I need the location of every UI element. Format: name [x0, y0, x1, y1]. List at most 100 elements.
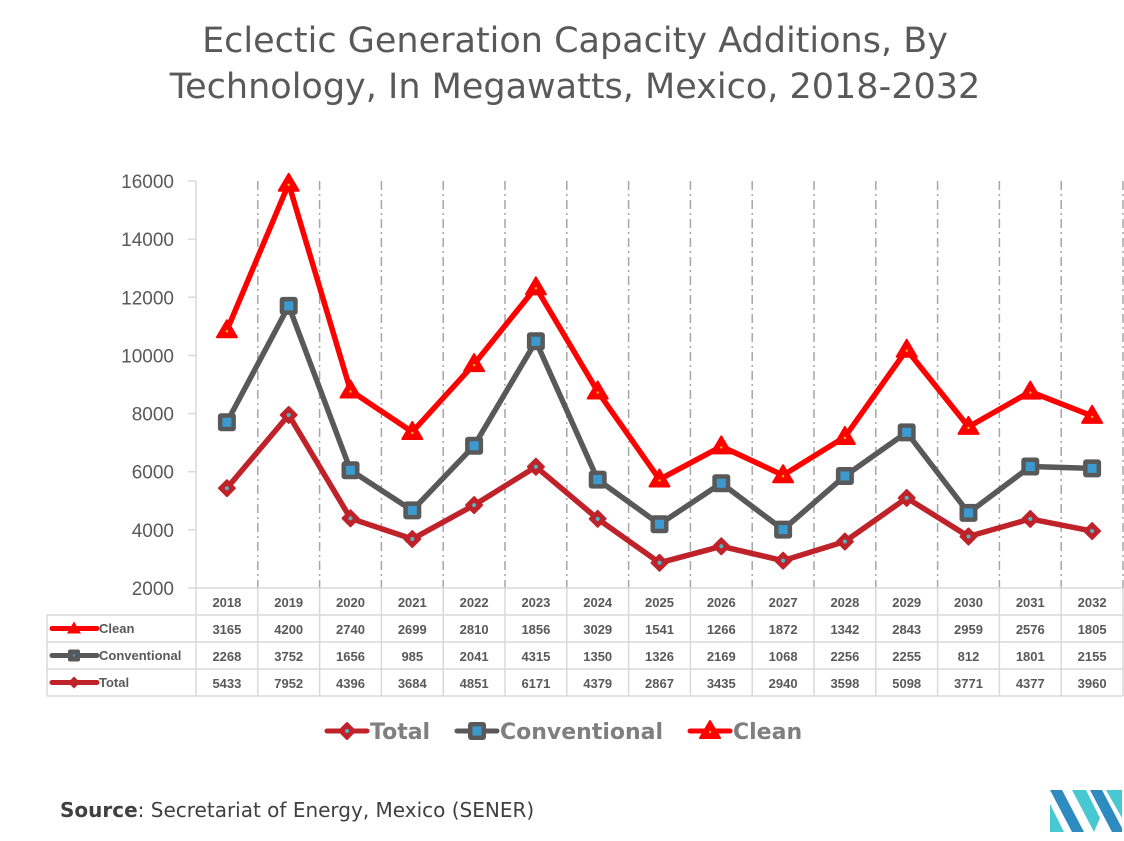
table-cell: 1872: [769, 622, 798, 637]
x-tick-label: 2031: [1016, 595, 1045, 610]
logo-shape-1: [1050, 790, 1084, 832]
point-total-center: [348, 516, 353, 521]
line-total: [224, 412, 1093, 566]
y-tick-label: 12000: [121, 288, 174, 309]
table-cell: 2959: [954, 622, 983, 637]
mordor-intelligence-logo-icon: [1050, 790, 1122, 832]
table-cell: 1326: [645, 649, 674, 664]
point-total-center: [286, 412, 291, 417]
y-tick-label: 10000: [121, 346, 174, 367]
table-cell: 1350: [583, 649, 612, 664]
y-tick-label: 6000: [132, 463, 174, 484]
series-lines: [215, 172, 1104, 572]
table-cell: 1068: [769, 649, 798, 664]
point-clean: [1019, 380, 1042, 400]
table-cell: 4377: [1016, 676, 1045, 691]
point-conventional-center: [655, 519, 664, 529]
x-tick-label: 2025: [645, 595, 674, 610]
table-cell: 6171: [521, 676, 550, 691]
table-cell: 3598: [830, 676, 859, 691]
triangle-icon: [67, 621, 81, 634]
logo-shape-3: [1072, 790, 1100, 832]
table-cell: 3771: [954, 676, 983, 691]
logo-shape-2: [1050, 804, 1064, 832]
point-total-center: [410, 537, 415, 542]
point-clean: [895, 338, 918, 358]
table-cell: 2740: [336, 622, 365, 637]
point-total-center: [904, 495, 909, 500]
point-clean: [648, 468, 671, 488]
x-tick-label: 2024: [583, 595, 613, 610]
point-total-center: [595, 516, 600, 521]
point-clean: [710, 435, 733, 455]
point-clean-center: [658, 479, 661, 482]
table-cell: 4851: [460, 676, 489, 691]
table-cell: 2843: [892, 622, 921, 637]
point-conventional-center: [593, 475, 603, 485]
table-cell: 2940: [769, 676, 798, 691]
y-axis: 2000 4000 6000 8000 10000 12000 14000 16000: [121, 172, 197, 600]
table-cell: 1541: [645, 622, 674, 637]
table-cell: 1656: [336, 649, 365, 664]
point-clean-center: [781, 475, 785, 478]
table-row-label: Conventional: [99, 648, 181, 663]
point-clean-center: [411, 431, 414, 435]
point-clean: [215, 319, 238, 339]
table-cell: 2576: [1016, 622, 1045, 637]
x-tick-label: 2021: [398, 595, 427, 610]
point-clean-center: [349, 390, 352, 393]
table-cell: 4396: [336, 676, 365, 691]
point-clean: [339, 379, 362, 399]
diamond-icon: [68, 676, 80, 689]
point-clean-center: [534, 287, 538, 290]
source-text: : Secretariat of Energy, Mexico (SENER): [137, 798, 535, 822]
table-cell: 2255: [892, 649, 921, 664]
square-icon-center: [472, 726, 482, 736]
table-cell: 1801: [1016, 649, 1045, 664]
point-conventional-center: [469, 441, 479, 451]
legend-label: Clean: [733, 720, 802, 745]
point-clean: [401, 420, 424, 440]
series-clean: [215, 172, 1104, 488]
table-cell: 2155: [1078, 649, 1107, 664]
triangle-icon-center: [708, 730, 712, 734]
point-clean: [957, 415, 980, 435]
point-clean-center: [1090, 415, 1094, 419]
x-tick-label: 2030: [954, 595, 983, 610]
x-tick-label: 2020: [336, 595, 365, 610]
series-total: [217, 405, 1102, 572]
legend-item-conventional: Conventional: [454, 720, 663, 745]
x-tick-label: 2027: [769, 595, 798, 610]
point-clean: [833, 425, 856, 445]
point-conventional-center: [778, 525, 788, 535]
point-clean: [772, 464, 795, 484]
point-total-center: [224, 486, 229, 491]
point-clean-center: [225, 330, 229, 333]
point-total-center: [1090, 529, 1095, 534]
y-tick-label: 8000: [132, 405, 174, 426]
point-clean: [277, 172, 300, 192]
table-cell: 3165: [212, 622, 241, 637]
table-cell: 2169: [707, 649, 736, 664]
table-cell: 4315: [521, 649, 550, 664]
x-tick-label: 2022: [460, 595, 489, 610]
table-row: Total 5433 7952 4396 3684 4851 6171 4379 2867 343…: [49, 675, 1107, 691]
point-clean: [463, 353, 486, 373]
table-row: Conventional 2268 3752 1656 985 2041 4315 1350 1…: [49, 648, 1107, 664]
point-clean-center: [967, 426, 970, 430]
y-tick-label: 4000: [132, 521, 174, 542]
diamond-icon-center: [345, 729, 349, 733]
point-clean-center: [596, 391, 599, 394]
table-cell: 3435: [707, 676, 736, 691]
legend: Total Conventional Clean: [324, 720, 802, 745]
chart-title: Eclectic Generation Capacity Additions, …: [169, 21, 981, 107]
point-total-center: [472, 503, 477, 508]
point-clean-center: [287, 183, 290, 186]
table-cell: 2810: [460, 622, 489, 637]
table-row-label: Total: [99, 675, 129, 690]
table-cell: 3029: [583, 622, 612, 637]
x-tick-label: 2019: [274, 595, 303, 610]
square-icon-center: [72, 654, 76, 657]
x-tick-label: 2026: [707, 595, 736, 610]
